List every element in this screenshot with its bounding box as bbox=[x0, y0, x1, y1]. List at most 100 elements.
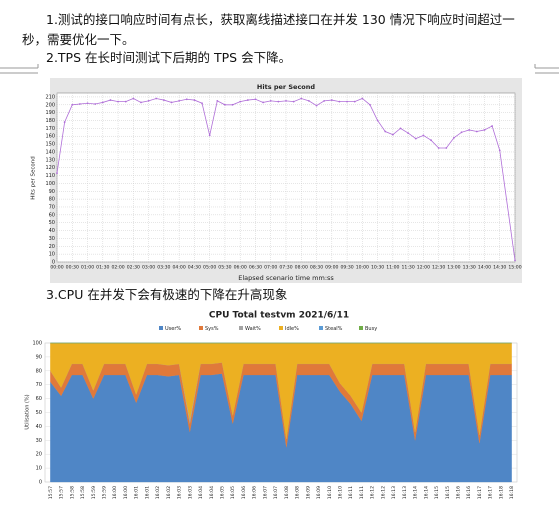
y-tick-label: 110 bbox=[45, 173, 55, 179]
x-tick-label: 15:58 bbox=[69, 486, 75, 499]
legend-swatch bbox=[239, 326, 243, 330]
legend-label: User% bbox=[165, 326, 181, 332]
point bbox=[109, 99, 112, 101]
point bbox=[453, 136, 455, 139]
y-tick-label: 170 bbox=[45, 126, 55, 132]
y-tick-label: 60 bbox=[49, 212, 55, 218]
x-tick-label: 15:59 bbox=[102, 486, 108, 499]
x-tick-label: 10:00 bbox=[356, 265, 369, 271]
x-tick-label: 11:00 bbox=[386, 265, 399, 271]
x-tick-label: 08:00 bbox=[295, 265, 308, 271]
y-tick-label: 10 bbox=[36, 466, 42, 472]
point bbox=[277, 100, 280, 103]
point bbox=[514, 259, 516, 262]
y-tick-label: 130 bbox=[45, 157, 55, 163]
y-tick-label: 80 bbox=[36, 368, 42, 374]
chart-title: CPU Total testvm 2021/6/11 bbox=[209, 311, 349, 321]
x-tick-label: 08:30 bbox=[310, 265, 323, 271]
point bbox=[315, 104, 318, 107]
x-tick-label: 02:30 bbox=[127, 265, 140, 271]
x-tick-label: 16:01 bbox=[144, 486, 150, 499]
x-tick-label: 16:18 bbox=[509, 486, 515, 499]
paragraph: 2.TPS 在长时间测试下后期的 TPS 会下降。 bbox=[46, 50, 292, 65]
point bbox=[292, 100, 295, 103]
x-tick-label: 05:30 bbox=[218, 265, 231, 271]
point bbox=[201, 102, 203, 105]
point bbox=[369, 103, 371, 106]
x-tick-label: 15:57 bbox=[59, 486, 65, 499]
x-tick-label: 16:10 bbox=[338, 486, 344, 499]
y-tick-label: 160 bbox=[45, 134, 55, 140]
x-tick-label: 05:00 bbox=[203, 265, 216, 271]
x-tick-label: 16:11 bbox=[359, 486, 365, 499]
point bbox=[300, 97, 303, 100]
x-tick-label: 04:00 bbox=[173, 265, 186, 271]
point bbox=[132, 97, 135, 100]
legend-label: Sys% bbox=[205, 326, 219, 332]
paragraph: 1.测试的接口响应时间有点长，获取离线描述接口在并发 130 情况下响应时间超过… bbox=[22, 12, 515, 47]
point bbox=[269, 99, 272, 102]
point bbox=[422, 134, 425, 137]
x-tick-label: 01:00 bbox=[81, 265, 94, 271]
x-tick-label: 14:30 bbox=[493, 265, 506, 271]
y-tick-label: 190 bbox=[45, 110, 55, 116]
ruler bbox=[0, 64, 559, 74]
x-tick-label: 03:30 bbox=[157, 265, 170, 271]
y-tick-label: 180 bbox=[45, 118, 55, 124]
point bbox=[56, 172, 58, 175]
x-tick-label: 16:10 bbox=[327, 486, 333, 499]
x-tick-label: 16:18 bbox=[498, 486, 504, 499]
x-tick-label: 13:00 bbox=[447, 265, 460, 271]
y-tick-label: 0 bbox=[39, 480, 42, 486]
y-tick-label: 200 bbox=[45, 102, 55, 108]
point bbox=[231, 103, 234, 106]
x-tick-label: 04:30 bbox=[188, 265, 201, 271]
x-tick-label: 15:57 bbox=[48, 486, 54, 499]
y-tick-label: 90 bbox=[36, 354, 42, 360]
point bbox=[208, 134, 211, 137]
point bbox=[399, 127, 402, 130]
x-tick-label: 03:00 bbox=[142, 265, 155, 271]
x-tick-label: 16:02 bbox=[166, 486, 172, 499]
y-tick-label: 40 bbox=[49, 228, 55, 234]
x-tick-label: 16:05 bbox=[220, 486, 226, 499]
x-axis-label: Elapsed scenario time mm:ss bbox=[238, 274, 334, 282]
point bbox=[262, 101, 264, 104]
legend-swatch bbox=[279, 326, 283, 330]
x-tick-label: 16:00 bbox=[123, 486, 129, 499]
line bbox=[56, 98, 516, 261]
y-axis-label: Utilisation (%) bbox=[25, 394, 31, 429]
x-tick-label: 00:00 bbox=[50, 265, 63, 271]
x-tick-label: 16:07 bbox=[262, 486, 268, 499]
y-tick-label: 50 bbox=[49, 220, 55, 226]
x-tick-label: 16:13 bbox=[402, 486, 408, 499]
x-tick-label: 16:12 bbox=[380, 486, 386, 499]
x-tick-label: 11:30 bbox=[402, 265, 415, 271]
x-tick-label: 16:15 bbox=[434, 486, 440, 499]
x-tick-label: 16:00 bbox=[112, 486, 118, 499]
x-tick-label: 16:08 bbox=[284, 486, 290, 499]
point bbox=[185, 98, 188, 101]
point bbox=[79, 103, 81, 105]
point bbox=[71, 103, 74, 106]
x-tick-label: 16:13 bbox=[391, 486, 397, 499]
legend-label: Wait% bbox=[245, 326, 261, 332]
point bbox=[468, 129, 471, 131]
x-tick-label: 09:30 bbox=[340, 265, 353, 271]
x-tick-label: 10:30 bbox=[371, 265, 384, 271]
legend-swatch bbox=[319, 326, 323, 330]
point bbox=[147, 99, 150, 102]
y-tick-label: 30 bbox=[36, 438, 42, 444]
x-tick-label: 16:17 bbox=[477, 486, 483, 499]
x-tick-label: 06:30 bbox=[249, 265, 262, 271]
point bbox=[437, 147, 440, 149]
legend-label: Busy bbox=[365, 326, 377, 332]
point bbox=[491, 125, 493, 127]
y-tick-label: 40 bbox=[36, 424, 42, 430]
x-tick-label: 07:00 bbox=[264, 265, 277, 271]
point bbox=[308, 99, 310, 102]
x-tick-label: 16:12 bbox=[370, 486, 376, 499]
legend-label: Steal% bbox=[325, 326, 343, 332]
point bbox=[391, 133, 394, 136]
point bbox=[140, 101, 142, 104]
